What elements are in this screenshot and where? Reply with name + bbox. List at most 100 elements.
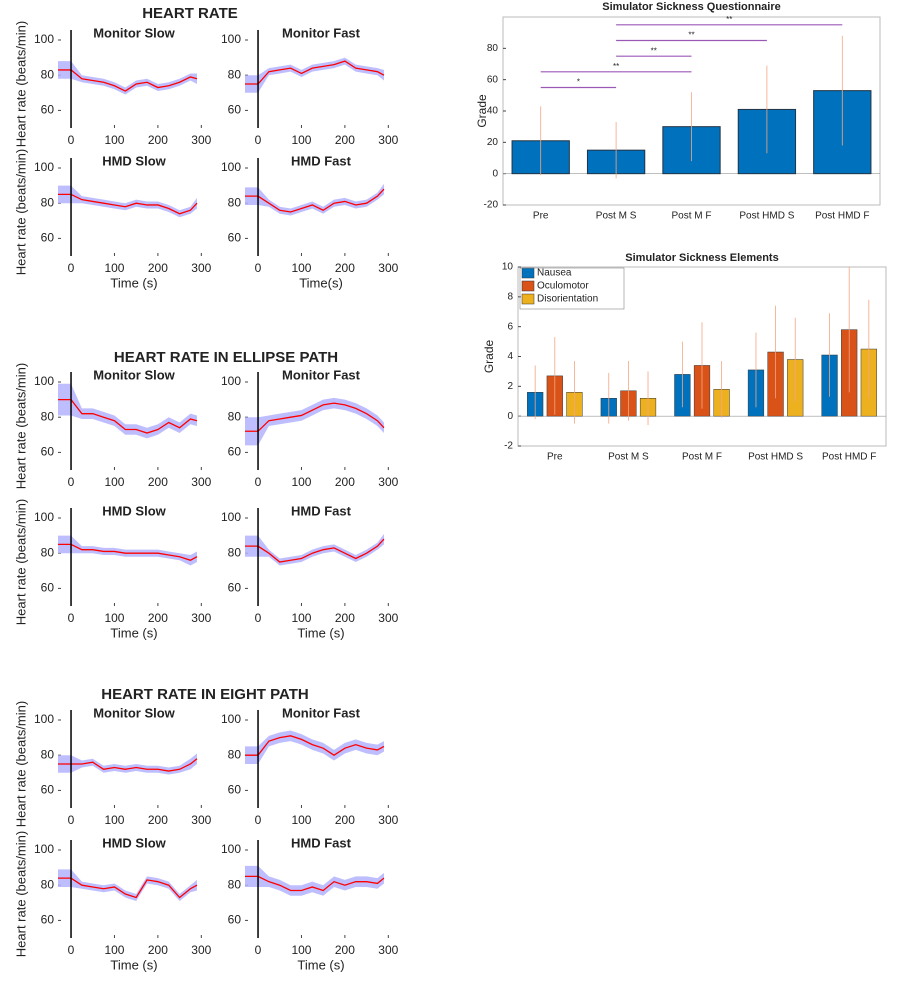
x-tick-label: 100 bbox=[291, 943, 311, 957]
y-tick-label: 100 bbox=[34, 510, 54, 524]
y-tick-label: 80 bbox=[41, 195, 55, 209]
y-tick-label: 80 bbox=[228, 195, 242, 209]
y-tick-label: 80 bbox=[228, 877, 242, 891]
confidence-band bbox=[245, 57, 384, 93]
y-tick-label: 80 bbox=[41, 747, 55, 761]
confidence-band bbox=[58, 535, 197, 566]
legend-label: Disorientation bbox=[537, 294, 598, 305]
x-tick-label: Post HMD F bbox=[815, 211, 869, 222]
x-tick-label: 300 bbox=[191, 611, 211, 625]
y-tick-label: 10 bbox=[502, 262, 514, 273]
y-tick-label: 60 bbox=[41, 445, 55, 459]
x-tick-label: 200 bbox=[335, 943, 355, 957]
legend-label: Nausea bbox=[537, 268, 572, 279]
x-tick-label: 100 bbox=[104, 133, 124, 147]
confidence-band bbox=[58, 753, 197, 775]
y-tick-label: 60 bbox=[41, 231, 55, 245]
panel-title: Monitor Slow bbox=[93, 367, 175, 382]
y-tick-label: 60 bbox=[41, 581, 55, 595]
y-tick-label: 60 bbox=[228, 581, 242, 595]
confidence-band bbox=[245, 397, 384, 446]
x-tick-label: 100 bbox=[104, 813, 124, 827]
x-tick-label: 100 bbox=[104, 261, 124, 275]
heart-rate-line bbox=[58, 193, 198, 215]
x-tick-label: 100 bbox=[291, 475, 311, 489]
y-tick-label: 80 bbox=[41, 545, 55, 559]
y-tick-label: 60 bbox=[228, 231, 242, 245]
x-axis-label: Time (s) bbox=[297, 957, 344, 972]
x-tick-label: 0 bbox=[255, 813, 262, 827]
y-tick-label: 80 bbox=[41, 877, 55, 891]
x-tick-label: 300 bbox=[191, 813, 211, 827]
x-axis-label: Time (s) bbox=[110, 957, 157, 972]
x-tick-label: 100 bbox=[104, 943, 124, 957]
group-title: HEART RATE IN EIGHT PATH bbox=[101, 686, 309, 703]
heart-rate-line bbox=[245, 402, 385, 432]
y-tick-label: 60 bbox=[41, 103, 55, 117]
x-tick-label: 100 bbox=[291, 813, 311, 827]
x-tick-label: 100 bbox=[104, 475, 124, 489]
x-tick-label: Pre bbox=[547, 452, 563, 463]
x-axis-label: Time(s) bbox=[299, 275, 343, 290]
legend-box bbox=[519, 267, 625, 310]
panel-title: Monitor Fast bbox=[282, 25, 361, 40]
legend-swatch bbox=[521, 293, 535, 305]
x-tick-label: 300 bbox=[378, 813, 398, 827]
x-tick-label: 300 bbox=[378, 133, 398, 147]
panel-title: HMD Slow bbox=[102, 503, 166, 518]
y-axis-label: Heart rate (beats/min) bbox=[13, 21, 28, 147]
heart-rate-line bbox=[58, 543, 198, 561]
confidence-band bbox=[58, 185, 197, 218]
x-tick-label: 0 bbox=[68, 475, 75, 489]
panel-title: Monitor Slow bbox=[93, 705, 175, 720]
x-tick-label: 300 bbox=[191, 475, 211, 489]
y-tick-label: 8 bbox=[507, 291, 513, 302]
panel-title: HMD Slow bbox=[102, 153, 166, 168]
x-tick-label: 200 bbox=[148, 943, 168, 957]
panel-title: Monitor Fast bbox=[282, 705, 361, 720]
y-axis-label: Heart rate (beats/min) bbox=[13, 701, 28, 827]
x-tick-label: 0 bbox=[255, 475, 262, 489]
y-tick-label: 60 bbox=[487, 74, 499, 85]
x-tick-label: 300 bbox=[378, 611, 398, 625]
y-tick-label: 4 bbox=[507, 351, 513, 362]
x-tick-label: 100 bbox=[291, 261, 311, 275]
y-tick-label: 60 bbox=[228, 783, 242, 797]
x-tick-label: 0 bbox=[255, 261, 262, 275]
y-tick-label: 100 bbox=[34, 32, 54, 46]
y-tick-label: 100 bbox=[34, 842, 54, 856]
legend-label: Oculomotor bbox=[537, 281, 589, 292]
x-tick-label: 0 bbox=[68, 611, 75, 625]
heart-rate-line bbox=[245, 60, 385, 85]
significance-label: ** bbox=[651, 46, 657, 55]
x-tick-label: 0 bbox=[68, 133, 75, 147]
y-tick-label: 100 bbox=[221, 160, 241, 174]
y-axis-label: Grade bbox=[475, 94, 489, 128]
y-tick-label: 6 bbox=[507, 321, 513, 332]
heart-rate-line bbox=[58, 877, 198, 899]
y-tick-label: 80 bbox=[228, 545, 242, 559]
panel-title: Monitor Slow bbox=[93, 25, 175, 40]
significance-label: ** bbox=[613, 62, 619, 71]
heart-rate-line bbox=[58, 398, 198, 434]
y-tick-label: 60 bbox=[41, 913, 55, 927]
x-tick-label: Post M F bbox=[682, 452, 722, 463]
significance-label: ** bbox=[726, 15, 732, 24]
y-tick-label: 100 bbox=[221, 842, 241, 856]
x-tick-label: 300 bbox=[191, 261, 211, 275]
y-axis-label: Grade bbox=[482, 340, 496, 374]
x-tick-label: 0 bbox=[68, 943, 75, 957]
y-tick-label: 60 bbox=[228, 445, 242, 459]
y-tick-label: -2 bbox=[504, 441, 513, 452]
group-title: HEART RATE bbox=[142, 5, 238, 22]
y-axis-label: Heart rate (beats/min) bbox=[13, 831, 28, 957]
x-tick-label: 100 bbox=[291, 611, 311, 625]
x-tick-label: 200 bbox=[148, 813, 168, 827]
x-tick-label: 300 bbox=[191, 133, 211, 147]
confidence-band bbox=[245, 183, 384, 216]
x-tick-label: 300 bbox=[378, 261, 398, 275]
x-tick-label: 200 bbox=[335, 261, 355, 275]
y-tick-label: 100 bbox=[221, 712, 241, 726]
heart-rate-line bbox=[245, 875, 385, 892]
